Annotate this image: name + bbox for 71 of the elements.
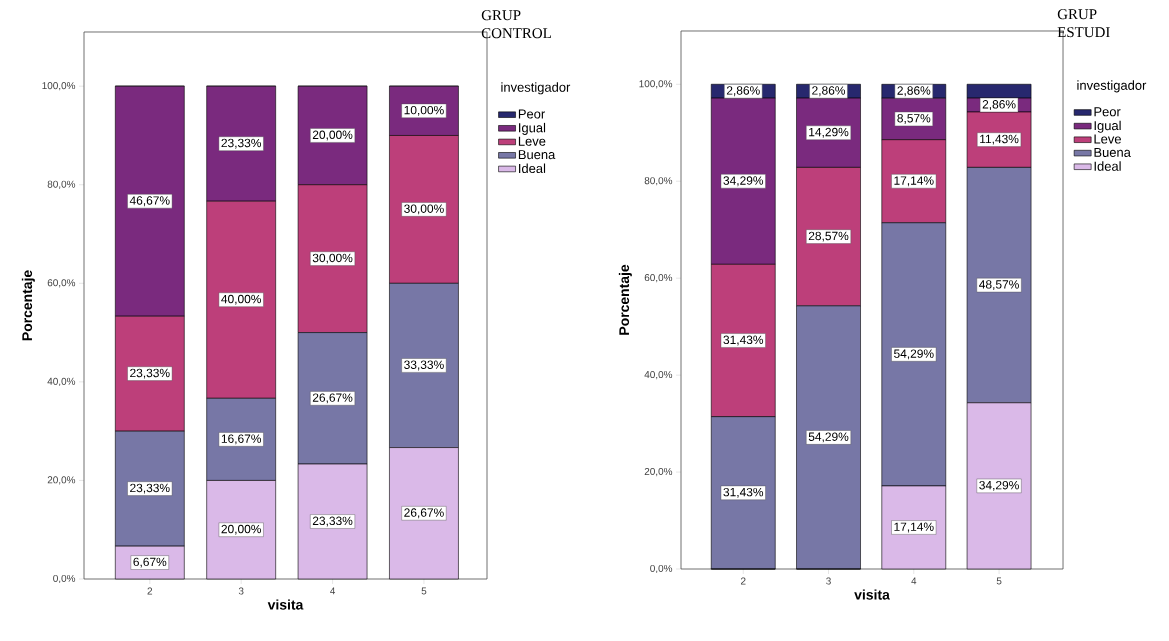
data-label: 2,86% — [982, 100, 1016, 110]
legend-label: Buena — [1094, 147, 1131, 157]
data-label: 34,29% — [723, 176, 764, 187]
data-label: 17,14% — [894, 522, 934, 533]
y-tick-label: 60,0% — [644, 274, 673, 283]
y-axis-title: Porcentaje — [21, 270, 35, 341]
x-tick-label: 4 — [911, 577, 917, 585]
data-label: 30,00% — [312, 253, 353, 264]
data-label: 20,00% — [221, 524, 262, 535]
legend-label: Ideal — [1094, 161, 1121, 171]
data-label: 10,00% — [404, 105, 444, 116]
data-label: 26,67% — [312, 393, 353, 404]
x-tick-label: 2 — [147, 587, 153, 595]
data-label: 2,86% — [812, 86, 846, 97]
x-tick-label: 3 — [238, 587, 244, 595]
legend-label: Leve — [518, 136, 546, 146]
y-tick-label: 60,0% — [47, 279, 76, 288]
y-tick-label: 0,0% — [53, 574, 76, 584]
chart-title: GRUP ESTUDI — [1057, 9, 1110, 38]
data-label: 23,33% — [312, 516, 353, 527]
data-label: 6,67% — [133, 557, 167, 568]
legend-title: investigador — [1077, 80, 1147, 93]
data-label: 23,33% — [130, 483, 170, 494]
y-tick-label: 100,0% — [639, 80, 673, 89]
legend-label: Ideal — [519, 163, 546, 174]
y-tick-label: 20,0% — [644, 467, 673, 477]
y-tick-label: 100,0% — [42, 82, 76, 91]
data-label: 46,67% — [129, 196, 170, 207]
data-label: 54,29% — [808, 432, 849, 443]
legend-label: Leve — [1094, 134, 1121, 144]
legend-label: Buena — [518, 150, 556, 160]
legend-label: Peor — [518, 109, 545, 119]
y-tick-label: 80,0% — [644, 177, 673, 186]
data-label: 14,29% — [809, 127, 849, 138]
data-label: 11,43% — [980, 134, 1019, 145]
data-label: 20,00% — [312, 130, 353, 141]
x-tick-label: 5 — [421, 587, 427, 595]
y-axis-title: Porcentaje — [618, 264, 632, 335]
data-label: 48,57% — [979, 280, 1019, 291]
x-axis-title: visita — [267, 599, 304, 610]
chart-title: GRUP CONTROL — [481, 10, 551, 39]
data-label: 26,67% — [404, 508, 444, 519]
data-label: 33,33% — [404, 360, 444, 371]
data-label: 34,29% — [979, 480, 1019, 491]
data-label: 28,57% — [808, 231, 849, 242]
data-label: 2,86% — [897, 86, 931, 97]
data-label: 54,29% — [894, 349, 934, 360]
y-tick-label: 80,0% — [47, 180, 76, 189]
y-tick-label: 40,0% — [644, 371, 673, 380]
x-tick-label: 5 — [996, 577, 1002, 585]
data-label: 31,43% — [723, 487, 764, 498]
legend-label: Igual — [1094, 120, 1121, 133]
data-label: 2,86% — [726, 86, 760, 97]
x-tick-label: 2 — [740, 577, 746, 585]
legend-label: Peor — [1094, 107, 1121, 117]
legend-title: investigador — [501, 82, 571, 95]
data-label: 23,33% — [221, 138, 262, 149]
y-tick-label: 20,0% — [47, 476, 76, 485]
data-label: 16,67% — [221, 434, 262, 445]
data-label: 40,00% — [221, 294, 262, 305]
x-axis-title: visita — [854, 589, 890, 600]
data-label: 17,14% — [894, 176, 934, 187]
legend-label: Igual — [519, 122, 546, 135]
x-tick-label: 3 — [826, 577, 831, 585]
data-label: 31,43% — [723, 335, 764, 346]
data-label: 8,57% — [897, 114, 931, 124]
data-label: 30,00% — [404, 204, 444, 215]
y-tick-label: 40,0% — [47, 377, 76, 386]
data-label: 23,33% — [130, 368, 170, 379]
y-tick-label: 0,0% — [650, 564, 673, 574]
x-tick-label: 4 — [330, 587, 336, 595]
